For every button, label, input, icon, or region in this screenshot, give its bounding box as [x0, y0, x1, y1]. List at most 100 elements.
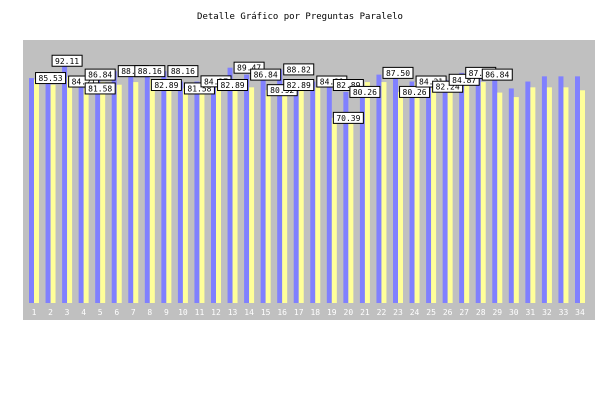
x-tick-label: 22 — [377, 308, 387, 317]
bar-series-2 — [398, 91, 403, 303]
bar-series-1 — [459, 72, 465, 304]
data-label: 86.84 — [250, 68, 282, 81]
data-label-text: 88.16 — [138, 67, 162, 76]
x-tick-label: 23 — [393, 308, 403, 317]
x-tick-label: 32 — [542, 308, 552, 317]
data-label-box — [399, 85, 431, 98]
data-label-text: 82.24 — [436, 83, 460, 92]
x-tick-label: 28 — [476, 308, 486, 317]
data-label: 87.50 — [382, 66, 414, 79]
bar-series-1 — [393, 72, 398, 304]
bar-series-2 — [166, 85, 172, 303]
bar-series-1 — [343, 91, 349, 303]
bar-series-2 — [464, 82, 470, 303]
bar-series-2 — [381, 82, 387, 303]
bar-series-1 — [558, 76, 564, 303]
bar-series-1 — [492, 74, 498, 303]
bar-series-1 — [277, 69, 283, 304]
data-label-text: 81.58 — [187, 84, 211, 93]
x-tick-label: 6 — [114, 308, 119, 317]
data-label-box — [349, 85, 381, 98]
data-label: 86.84 — [84, 68, 116, 81]
data-label-text: 84.87 — [452, 76, 476, 85]
x-tick-label: 15 — [261, 308, 271, 317]
y-axis-ticks: 10 20 30 40 50 60 70 80 90 — [7, 62, 17, 281]
y-tick-label: 20 — [7, 246, 17, 255]
bar-series-1 — [293, 85, 299, 303]
data-label-text: 86.84 — [485, 71, 509, 80]
data-label-text: 88.16 — [121, 67, 145, 76]
bar-series-2 — [216, 85, 221, 303]
x-tick-label: 5 — [98, 308, 103, 317]
y-tick-label: 50 — [7, 168, 17, 177]
bar-series-1 — [128, 71, 134, 303]
data-label: 89.47 — [233, 61, 265, 74]
data-label-box — [233, 61, 265, 74]
bar-series-2 — [83, 88, 89, 303]
data-label-text: 92.11 — [55, 57, 79, 66]
bar-series-1 — [62, 60, 68, 303]
x-tick-label: 2 — [48, 308, 53, 317]
bar-series-1 — [29, 78, 34, 303]
data-label-box — [217, 79, 249, 91]
bar-series-1 — [95, 74, 101, 303]
data-label: 81.58 — [183, 82, 215, 95]
x-tick-label: 24 — [410, 308, 420, 317]
data-label: 88.16 — [167, 65, 199, 78]
x-tick-label: 27 — [459, 308, 469, 317]
bar-series-2 — [282, 85, 288, 303]
x-tick-label: 1 — [32, 308, 37, 317]
data-label-box — [183, 82, 215, 95]
bar-series-1 — [508, 88, 514, 303]
data-label-text: 82.89 — [221, 81, 245, 90]
data-label-text: 82.89 — [154, 81, 178, 90]
bar-series-2 — [497, 92, 503, 303]
data-label: 82.89 — [332, 79, 364, 91]
x-axis-ticks: 1 2 3 4 5 6 7 8 9 10 11 12 13 14 15 16 17 18 19 20 21 22 23 24 2… — [32, 308, 585, 317]
bar-series-1 — [326, 85, 332, 303]
data-label-box — [167, 65, 199, 78]
data-label: 88.82 — [283, 63, 315, 76]
data-label-box — [68, 75, 100, 88]
x-tick-label: 3 — [65, 308, 70, 317]
data-label: 92.11 — [51, 54, 83, 67]
y-tick-label: 70 — [7, 115, 17, 124]
bar-series-2 — [298, 82, 304, 303]
data-label-box — [448, 73, 480, 86]
bar-series-2 — [331, 117, 337, 304]
data-label-text: 82.89 — [287, 81, 311, 90]
bar-series-2 — [563, 87, 569, 303]
data-label: 85.53 — [35, 72, 67, 85]
data-label-text: 89.47 — [237, 64, 261, 73]
bar-series-1 — [244, 74, 250, 303]
x-tick-label: 29 — [492, 308, 502, 317]
bar-series-2 — [100, 82, 106, 303]
data-label-text: 81.58 — [88, 84, 112, 93]
data-label-text: 80.92 — [270, 86, 294, 95]
data-label: 82.24 — [432, 80, 464, 93]
bar-series-2 — [182, 88, 188, 303]
y-tick-label: 30 — [7, 220, 17, 229]
bar-series-2 — [580, 90, 585, 303]
x-tick-label: 25 — [426, 308, 436, 317]
data-label-box — [84, 82, 116, 95]
x-tick-label: 30 — [509, 308, 519, 317]
y-tick-label: 90 — [7, 62, 17, 71]
bar-series-2 — [530, 87, 536, 303]
bar-series-2 — [315, 87, 321, 303]
bar-series-1 — [359, 91, 365, 303]
bar-series-2 — [199, 84, 205, 304]
data-label-box — [134, 65, 166, 78]
data-label-box — [51, 54, 83, 67]
bar-series-2 — [249, 87, 255, 303]
data-label-text: 80.26 — [403, 88, 427, 97]
data-label-box — [283, 79, 315, 91]
x-tick-label: 16 — [277, 308, 287, 317]
bar-series-2 — [133, 82, 139, 303]
x-tick-label: 26 — [443, 308, 453, 317]
bar-series-1 — [227, 67, 233, 303]
bar-series-2 — [513, 97, 519, 303]
